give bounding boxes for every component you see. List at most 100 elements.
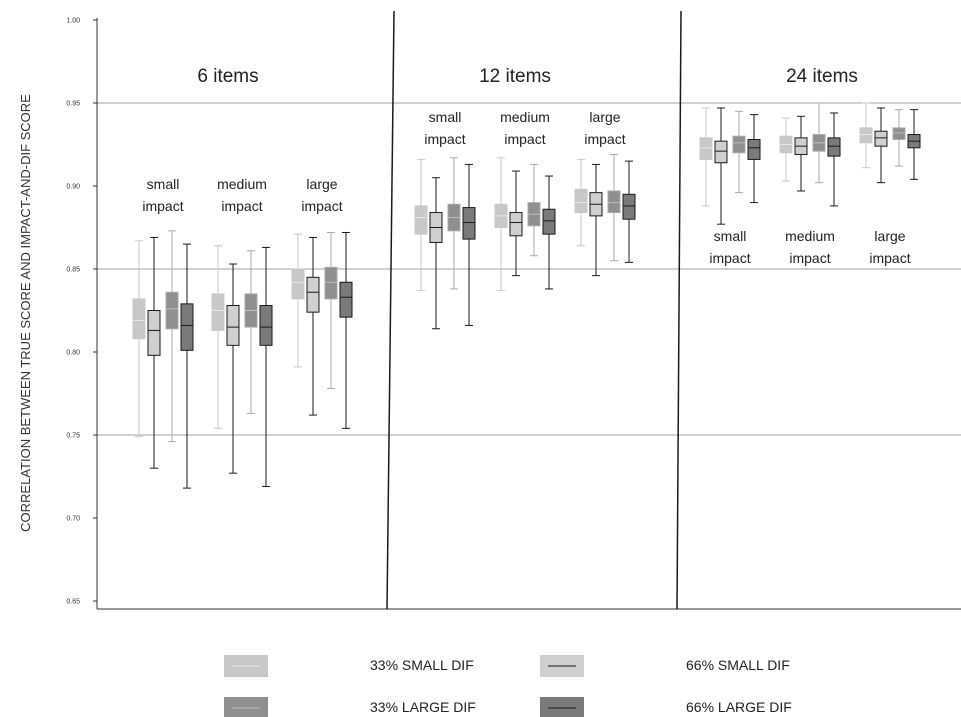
box-plot [339, 231, 353, 429]
group-label: impact [301, 198, 342, 214]
y-tick-label: 0.85 [66, 267, 80, 274]
box-plot [414, 158, 428, 292]
group-label: large [306, 176, 337, 192]
group-label: large [589, 109, 620, 125]
legend-label: 33% SMALL DIF [370, 657, 474, 673]
legend-label: 66% LARGE DIF [686, 699, 792, 715]
y-ticks: 0.65 0.70 0.75 0.80 0.85 0.90 0.95 1.00 [66, 18, 97, 606]
box-marks [132, 102, 921, 489]
box-body [542, 208, 556, 235]
y-tick-label: 0.90 [66, 184, 80, 191]
group-label: medium [217, 176, 267, 192]
group-label: large [874, 228, 905, 244]
box-plot [714, 107, 728, 225]
panel-titles: 6 items 12 items 24 items [197, 66, 858, 87]
axes [96, 18, 961, 610]
group-label: small [714, 228, 747, 244]
panel-title: 12 items [479, 66, 551, 87]
box-plot [324, 231, 338, 390]
panel-dividers [386, 10, 682, 610]
box-body [509, 212, 523, 237]
y-tick-label: 0.65 [66, 599, 80, 606]
y-tick-label: 0.95 [66, 101, 80, 108]
group-label: medium [785, 228, 835, 244]
box-plot [132, 240, 146, 438]
box-plot [699, 107, 713, 207]
box-plot [574, 158, 588, 247]
group-label: impact [584, 131, 625, 147]
box-body [714, 140, 728, 164]
box-body [180, 303, 194, 351]
panel-title: 24 items [786, 66, 858, 87]
group-label: impact [869, 250, 910, 266]
box-body [226, 305, 240, 346]
box-body [607, 190, 621, 214]
box-plot [794, 115, 808, 192]
box-plot [874, 107, 888, 184]
box-body [291, 268, 305, 300]
box-body [165, 291, 179, 330]
box-body [339, 281, 353, 318]
y-tick-label: 0.75 [66, 433, 80, 440]
box-body [259, 305, 273, 346]
group-label: small [147, 176, 180, 192]
box-plot [291, 233, 305, 368]
y-tick-label: 0.80 [66, 350, 80, 357]
box-plot [447, 157, 461, 290]
box-plot [509, 170, 523, 277]
legend-entry: 33% LARGE DIF [224, 697, 476, 717]
box-body [732, 135, 746, 154]
group-label: impact [424, 131, 465, 147]
legend-entry: 33% SMALL DIF [224, 655, 474, 677]
box-plot [226, 263, 240, 474]
group-label: small [429, 109, 462, 125]
box-plot [259, 246, 273, 487]
box-body [414, 205, 428, 235]
box-plot [165, 230, 179, 443]
y-tick-label: 1.00 [66, 18, 80, 25]
box-plot [306, 236, 320, 416]
box-body [462, 207, 476, 240]
box-body [874, 130, 888, 147]
box-body [306, 276, 320, 313]
box-plot [859, 102, 873, 169]
box-plot [732, 110, 746, 194]
box-plot [147, 236, 161, 469]
box-body [747, 139, 761, 160]
box-body [859, 127, 873, 144]
box-plot [180, 243, 194, 489]
legend-entry: 66% LARGE DIF [540, 697, 792, 717]
box-body [574, 188, 588, 214]
box-body [211, 293, 225, 331]
legend-entry: 66% SMALL DIF [540, 655, 790, 677]
panel-divider-2 [676, 10, 682, 610]
box-plot [527, 163, 541, 257]
box-plot [827, 112, 841, 207]
box-plot [462, 163, 476, 326]
panel-divider-1 [386, 10, 395, 610]
panel-title: 6 items [197, 66, 258, 87]
legend-swatch [224, 697, 268, 717]
group-label: impact [142, 198, 183, 214]
box-plot [244, 250, 258, 414]
box-plot [589, 163, 603, 277]
legend-label: 33% LARGE DIF [370, 699, 476, 715]
box-plot [907, 109, 921, 180]
group-label: medium [500, 109, 550, 125]
box-plot [812, 102, 826, 184]
box-body [147, 310, 161, 356]
legend-swatch [540, 697, 584, 717]
group-label: impact [709, 250, 750, 266]
box-body [622, 193, 636, 220]
box-plot [622, 160, 636, 263]
group-label: impact [504, 131, 545, 147]
box-body [699, 137, 713, 160]
group-label: impact [789, 250, 830, 266]
box-body [132, 298, 146, 340]
box-body [892, 127, 906, 141]
box-plot [779, 117, 793, 182]
y-axis-label: CORRELATION BETWEEN TRUE SCORE AND IMPAC… [18, 94, 33, 532]
box-plot [542, 175, 556, 290]
box-plot [211, 245, 225, 429]
